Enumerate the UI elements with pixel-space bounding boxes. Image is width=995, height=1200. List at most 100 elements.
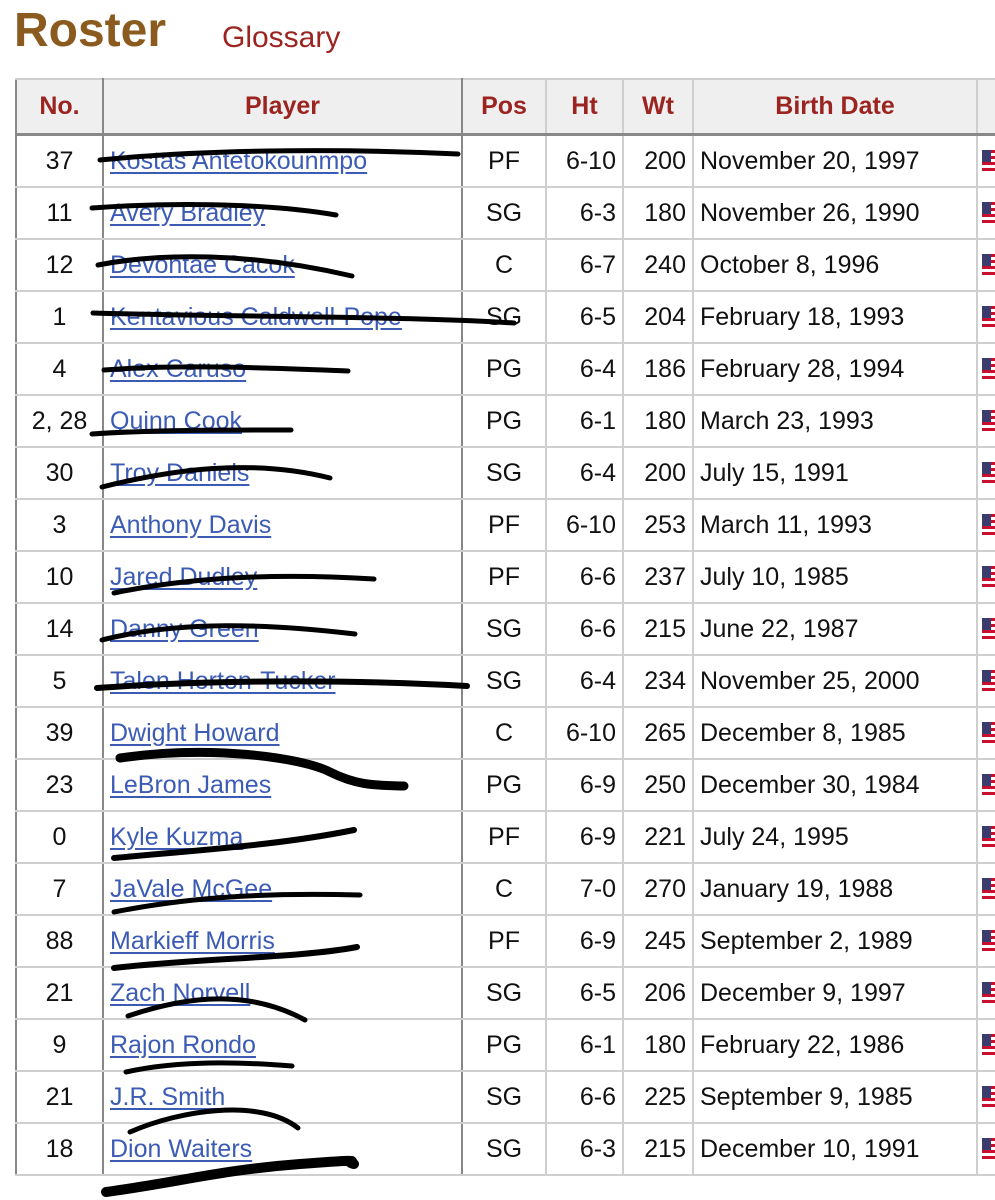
jersey-number-cell: 21 (15, 1070, 104, 1124)
player-cell: Quinn Cook (102, 394, 463, 448)
us-flag-icon (982, 565, 995, 590)
weight-cell: 204 (622, 290, 694, 344)
height-cell: 6-10 (545, 133, 624, 188)
player-cell: Devontae Cacok (102, 238, 463, 292)
position-cell: PF (461, 498, 547, 552)
jersey-number-cell: 2, 28 (15, 394, 104, 448)
us-flag-icon (982, 929, 995, 954)
table-row: 88 Markieff Morris PF 6-9 245 September 2, 19… (15, 914, 995, 968)
us-flag-icon (982, 981, 995, 1006)
table-row: 12 Devontae Cacok C 6-7 240 October 8, 1996 (15, 238, 995, 292)
player-link[interactable]: Kyle Kuzma (110, 822, 244, 851)
weight-cell: 237 (622, 550, 694, 604)
birth-date-cell: December 10, 1991 (692, 1122, 978, 1176)
column-header-birth-date[interactable]: Birth Date (692, 78, 978, 136)
table-row: 21 Zach Norvell SG 6-5 206 December 9, 1997 (15, 966, 995, 1020)
country-cell (976, 290, 995, 344)
player-link[interactable]: Kentavious Caldwell-Pope (110, 302, 402, 331)
player-cell: Dwight Howard (102, 706, 463, 760)
player-cell: Talen Horton-Tucker (102, 654, 463, 708)
column-header-no[interactable]: No. (15, 78, 104, 136)
height-cell: 6-5 (545, 966, 624, 1020)
country-cell (976, 602, 995, 656)
table-row: 1 Kentavious Caldwell-Pope SG 6-5 204 Februar… (15, 290, 995, 344)
height-cell: 6-9 (545, 810, 624, 864)
us-flag-icon (982, 669, 995, 694)
height-cell: 7-0 (545, 862, 624, 916)
player-link[interactable]: Anthony Davis (110, 510, 272, 539)
position-cell: C (461, 238, 547, 292)
player-cell: J.R. Smith (102, 1070, 463, 1124)
us-flag-icon (982, 201, 995, 226)
player-link[interactable]: Markieff Morris (110, 926, 275, 955)
player-link[interactable]: Alex Caruso (110, 354, 247, 383)
jersey-number-cell: 0 (15, 810, 104, 864)
us-flag-icon (982, 149, 995, 174)
player-link[interactable]: LeBron James (110, 770, 272, 799)
player-link[interactable]: J.R. Smith (110, 1082, 226, 1111)
us-flag-icon (982, 773, 995, 798)
country-cell (976, 966, 995, 1020)
player-link[interactable]: Quinn Cook (110, 406, 243, 435)
country-cell (976, 186, 995, 240)
player-cell: JaVale McGee (102, 862, 463, 916)
birth-date-cell: July 15, 1991 (692, 446, 978, 500)
player-cell: Kostas Antetokounmpo (102, 133, 463, 188)
position-cell: SG (461, 1070, 547, 1124)
column-header-pos[interactable]: Pos (461, 78, 547, 136)
birth-date-cell: February 28, 1994 (692, 342, 978, 396)
country-cell (976, 1122, 995, 1176)
weight-cell: 200 (622, 446, 694, 500)
us-flag-icon (982, 825, 995, 850)
us-flag-icon (982, 513, 995, 538)
birth-date-cell: September 2, 1989 (692, 914, 978, 968)
column-header-player[interactable]: Player (102, 78, 463, 136)
glossary-link[interactable]: Glossary (222, 21, 341, 54)
table-row: 18 Dion Waiters SG 6-3 215 December 10, 1991 (15, 1122, 995, 1176)
column-header-ht[interactable]: Ht (545, 78, 624, 136)
weight-cell: 180 (622, 394, 694, 448)
jersey-number-cell: 23 (15, 758, 104, 812)
country-cell (976, 1070, 995, 1124)
height-cell: 6-6 (545, 550, 624, 604)
player-link[interactable]: JaVale McGee (110, 874, 273, 903)
column-header-country[interactable] (976, 78, 995, 136)
us-flag-icon (982, 305, 995, 330)
position-cell: PF (461, 550, 547, 604)
birth-date-cell: November 20, 1997 (692, 133, 978, 188)
country-cell (976, 914, 995, 968)
jersey-number-cell: 39 (15, 706, 104, 760)
birth-date-cell: December 9, 1997 (692, 966, 978, 1020)
player-link[interactable]: Devontae Cacok (110, 250, 295, 279)
weight-cell: 234 (622, 654, 694, 708)
column-header-wt[interactable]: Wt (622, 78, 694, 136)
jersey-number-cell: 3 (15, 498, 104, 552)
us-flag-icon (982, 721, 995, 746)
us-flag-icon (982, 1085, 995, 1110)
birth-date-cell: December 8, 1985 (692, 706, 978, 760)
position-cell: PF (461, 133, 547, 188)
player-cell: LeBron James (102, 758, 463, 812)
jersey-number-cell: 37 (15, 133, 104, 188)
player-link[interactable]: Kostas Antetokounmpo (110, 146, 368, 175)
birth-date-cell: February 18, 1993 (692, 290, 978, 344)
player-link[interactable]: Jared Dudley (110, 562, 258, 591)
player-link[interactable]: Dion Waiters (110, 1134, 253, 1163)
birth-date-cell: September 9, 1985 (692, 1070, 978, 1124)
height-cell: 6-4 (545, 342, 624, 396)
player-cell: Avery Bradley (102, 186, 463, 240)
player-link[interactable]: Rajon Rondo (110, 1030, 256, 1059)
player-link[interactable]: Troy Daniels (110, 458, 250, 487)
height-cell: 6-10 (545, 498, 624, 552)
player-cell: Alex Caruso (102, 342, 463, 396)
country-cell (976, 446, 995, 500)
player-link[interactable]: Danny Green (110, 614, 259, 643)
player-link[interactable]: Avery Bradley (110, 198, 266, 227)
player-cell: Kentavious Caldwell-Pope (102, 290, 463, 344)
player-link[interactable]: Talen Horton-Tucker (110, 666, 336, 695)
player-link[interactable]: Zach Norvell (110, 978, 251, 1007)
position-cell: C (461, 706, 547, 760)
player-link[interactable]: Dwight Howard (110, 718, 280, 747)
jersey-number-cell: 88 (15, 914, 104, 968)
birth-date-cell: January 19, 1988 (692, 862, 978, 916)
